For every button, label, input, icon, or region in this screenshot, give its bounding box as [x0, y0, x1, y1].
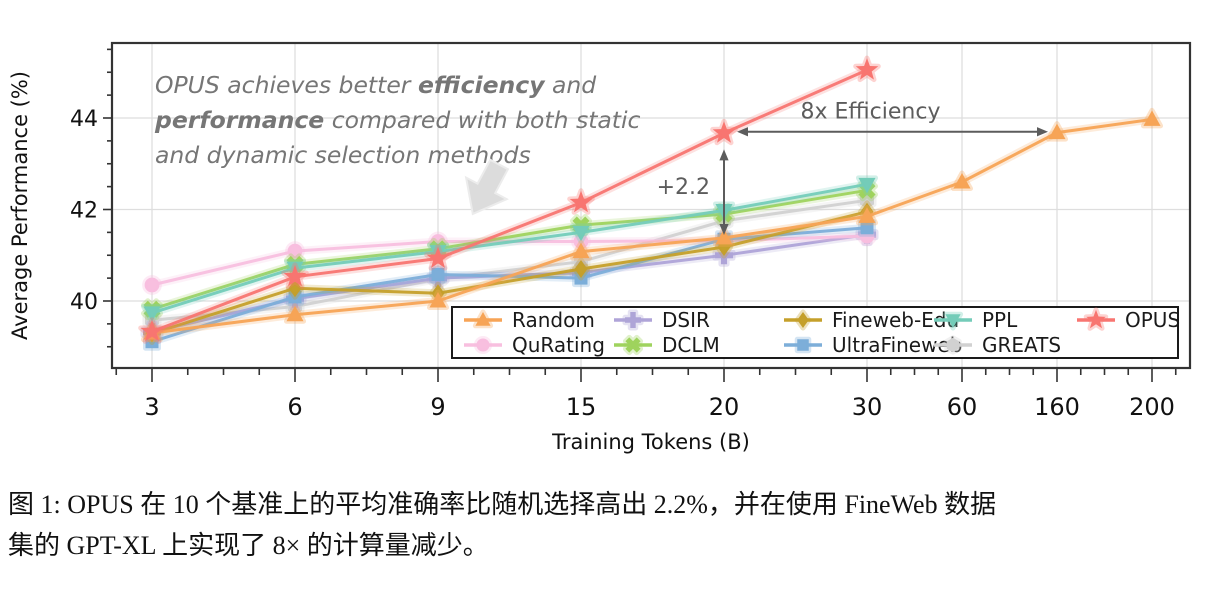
- legend-marker-greats: [944, 335, 962, 355]
- figure-caption: 图 1: OPUS 在 10 个基准上的平均准确率比随机选择高出 2.2%，并在…: [8, 484, 1220, 566]
- series-line: [150, 210, 869, 335]
- y-tick-label: 40: [70, 290, 98, 315]
- marker-random: [569, 240, 593, 261]
- note-line-2: performance compared with both static: [154, 106, 641, 134]
- series-line: [150, 198, 869, 322]
- legend-marker-dclm: [622, 334, 644, 356]
- marker-qurating: [285, 241, 305, 262]
- series-opus: [138, 55, 881, 344]
- performance-line-chart: OPUS achieves better efficiency and perfo…: [8, 41, 1192, 454]
- axis-ticks: [103, 48, 1177, 382]
- annotation-gain: +2.2: [657, 149, 729, 235]
- legend-label-ppl: PPL: [982, 308, 1018, 332]
- legend-label-opus: OPUS: [1125, 308, 1180, 332]
- marker-random: [426, 289, 450, 310]
- caption-line-2: 集的 GPT-XL 上实现了 8× 的计算量减少。: [8, 531, 489, 560]
- highlight-arrow-icon: [464, 158, 510, 216]
- legend-marker-random: [472, 309, 494, 329]
- legend-marker-ultrafineweb: [794, 336, 812, 354]
- legend-marker-qurating: [473, 335, 493, 355]
- legend-item-ppl: PPL: [934, 308, 1018, 332]
- marker-random: [1045, 121, 1069, 142]
- marker-random: [950, 170, 974, 192]
- legend-label-dclm: DCLM: [662, 333, 720, 357]
- legend-label-random: Random: [512, 308, 595, 332]
- marker-random: [855, 204, 879, 226]
- legend-marker-dsir: [622, 309, 644, 331]
- legend-label-greats: GREATS: [982, 333, 1061, 357]
- legend-marker-opus: [1083, 307, 1109, 331]
- plot-frame: [110, 41, 1192, 370]
- marker-opus: [853, 55, 881, 83]
- x-tick-label: 60: [947, 393, 978, 421]
- legend-label-qurating: QuRating: [512, 333, 605, 357]
- legend-item-dclm: DCLM: [614, 333, 720, 357]
- note-line-1: OPUS achieves better efficiency and: [155, 71, 597, 99]
- marker-opus: [567, 188, 595, 215]
- legend-item-greats: GREATS: [934, 333, 1061, 357]
- x-tick-label: 6: [287, 393, 302, 421]
- marker-opus: [710, 118, 738, 146]
- marker-random: [1140, 107, 1164, 129]
- legend-item-opus: OPUS: [1077, 307, 1180, 332]
- x-tick-label: 9: [430, 393, 445, 421]
- x-tick-label: 160: [1034, 393, 1080, 421]
- marker-random: [712, 226, 736, 247]
- legend-item-dsir: DSIR: [614, 308, 710, 332]
- legend-item-random: Random: [464, 308, 595, 332]
- arrowhead: [1037, 127, 1048, 137]
- series-line: [150, 182, 869, 315]
- series-line: [150, 188, 869, 311]
- y-tick-label: 42: [70, 199, 98, 224]
- arrowhead: [737, 127, 748, 137]
- marker-ppl: [855, 175, 879, 196]
- y-tick-label: 44: [70, 107, 98, 132]
- legend: RandomQuRatingDSIRDCLMFineweb-EduUltraFi…: [451, 306, 1180, 359]
- marker-opus: [138, 317, 166, 344]
- arrowhead: [719, 223, 729, 235]
- x-axis-label: Training Tokens (B): [551, 430, 750, 454]
- x-tick-label: 20: [709, 393, 740, 421]
- marker-fineweb-edu: [572, 257, 590, 281]
- legend-label-dsir: DSIR: [662, 308, 710, 332]
- legend-box: [451, 306, 1179, 359]
- marker-opus: [281, 262, 309, 289]
- note-line-3: and dynamic selection methods: [155, 141, 531, 169]
- series-line: [150, 68, 869, 334]
- gain-label: +2.2: [657, 175, 710, 200]
- marker-ppl: [569, 223, 593, 244]
- marker-ppl: [140, 303, 164, 325]
- legend-item-qurating: QuRating: [464, 333, 605, 357]
- caption-line-1: 图 1: OPUS 在 10 个基准上的平均准确率比随机选择高出 2.2%，并在…: [8, 490, 997, 519]
- x-tick-label: 3: [144, 393, 159, 421]
- arrowhead: [719, 149, 729, 161]
- marker-ultrafineweb: [429, 265, 447, 284]
- x-tick-label: 30: [852, 393, 883, 421]
- legend-marker-ppl: [942, 311, 964, 331]
- legend-marker-fineweb-edu: [794, 309, 812, 331]
- legend-item-fineweb-edu: Fineweb-Edu: [784, 308, 959, 332]
- x-tick-label: 200: [1129, 393, 1175, 421]
- marker-random: [283, 303, 307, 324]
- marker-qurating: [142, 275, 162, 295]
- y-axis-label: Average Performance (%): [8, 71, 32, 340]
- marker-opus: [424, 244, 452, 271]
- x-tick-label: 15: [566, 393, 597, 421]
- annotation-efficiency: 8x Efficiency: [737, 100, 1048, 137]
- efficiency-label: 8x Efficiency: [801, 100, 941, 125]
